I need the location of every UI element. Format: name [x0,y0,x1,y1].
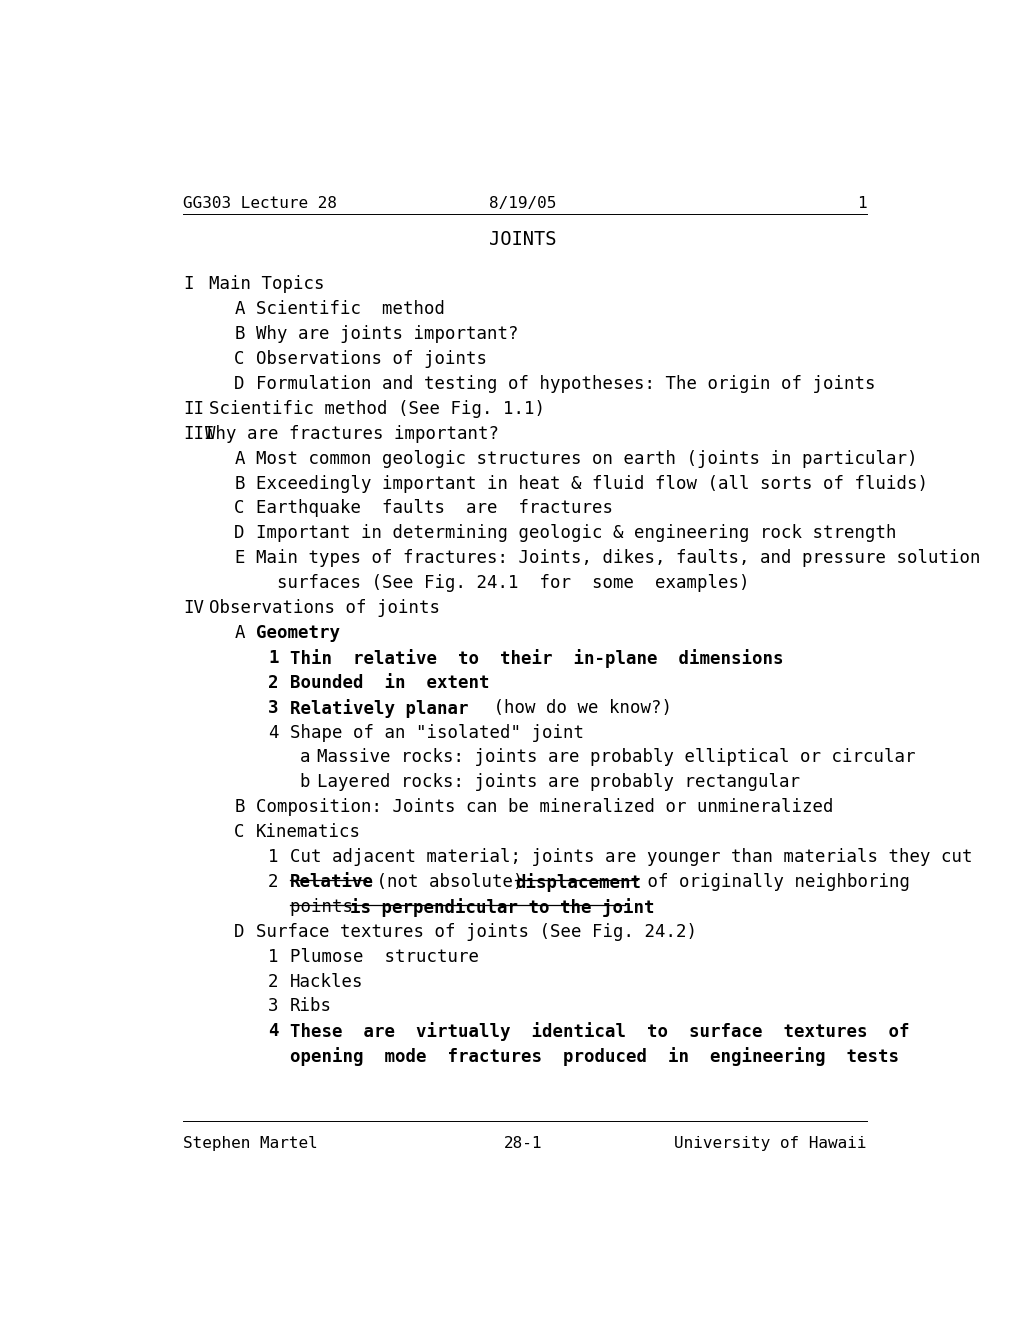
Text: B: B [234,799,245,816]
Text: (not absolute): (not absolute) [366,873,534,891]
Text: Why are joints important?: Why are joints important? [256,325,519,343]
Text: Bounded  in  extent: Bounded in extent [289,673,488,692]
Text: D: D [234,375,245,393]
Text: These  are  virtually  identical  to  surface  textures  of: These are virtually identical to surface… [289,1022,908,1041]
Text: JOINTS: JOINTS [488,230,556,248]
Text: of originally neighboring: of originally neighboring [637,873,910,891]
Text: surfaces (See Fig. 24.1  for  some  examples): surfaces (See Fig. 24.1 for some example… [276,574,749,593]
Text: D: D [234,923,245,941]
Text: Composition: Joints can be mineralized or unmineralized: Composition: Joints can be mineralized o… [256,799,834,816]
Text: D: D [234,524,245,543]
Text: is perpendicular to the joint: is perpendicular to the joint [351,898,654,917]
Text: Formulation and testing of hypotheses: The origin of joints: Formulation and testing of hypotheses: T… [256,375,875,393]
Text: Cut adjacent material; joints are younger than materials they cut: Cut adjacent material; joints are younge… [289,847,971,866]
Text: Kinematics: Kinematics [256,824,361,841]
Text: Thin  relative  to  their  in-plane  dimensions: Thin relative to their in-plane dimensio… [289,649,783,668]
Text: III: III [182,425,214,442]
Text: Observations of joints: Observations of joints [256,350,487,368]
Text: Massive rocks: joints are probably elliptical or circular: Massive rocks: joints are probably ellip… [317,748,915,767]
Text: 1: 1 [856,195,866,211]
Text: 28-1: 28-1 [503,1137,541,1151]
Text: Most common geologic structures on earth (joints in particular): Most common geologic structures on earth… [256,450,917,467]
Text: 2: 2 [268,873,278,891]
Text: 3: 3 [268,698,278,717]
Text: Hackles: Hackles [289,973,363,990]
Text: b: b [300,774,310,791]
Text: 2: 2 [268,973,278,990]
Text: 8/19/05: 8/19/05 [488,195,556,211]
Text: (how do we know?): (how do we know?) [483,698,672,717]
Text: displacement: displacement [515,873,640,892]
Text: B: B [234,474,245,492]
Text: Layered rocks: joints are probably rectangular: Layered rocks: joints are probably recta… [317,774,800,791]
Text: C: C [234,824,245,841]
Text: Relative: Relative [289,873,373,891]
Text: C: C [234,499,245,517]
Text: 4: 4 [268,1022,278,1040]
Text: Important in determining geologic & engineering rock strength: Important in determining geologic & engi… [256,524,896,543]
Text: Scientific method (See Fig. 1.1): Scientific method (See Fig. 1.1) [209,400,544,418]
Text: Surface textures of joints (See Fig. 24.2): Surface textures of joints (See Fig. 24.… [256,923,697,941]
Text: Scientific  method: Scientific method [256,300,445,318]
Text: A: A [234,450,245,467]
Text: C: C [234,350,245,368]
Text: University of Hawaii: University of Hawaii [674,1137,866,1151]
Text: Shape of an "isolated" joint: Shape of an "isolated" joint [289,723,583,742]
Text: opening  mode  fractures  produced  in  engineering  tests: opening mode fractures produced in engin… [289,1047,898,1067]
Text: A: A [234,300,245,318]
Text: points: points [289,898,363,916]
Text: GG303 Lecture 28: GG303 Lecture 28 [182,195,336,211]
Text: Relatively planar: Relatively planar [289,698,468,718]
Text: II: II [182,400,204,418]
Text: I: I [182,276,194,293]
Text: 1: 1 [268,847,278,866]
Text: Main Topics: Main Topics [209,276,324,293]
Text: Exceedingly important in heat & fluid flow (all sorts of fluids): Exceedingly important in heat & fluid fl… [256,474,927,492]
Text: Geometry: Geometry [256,624,340,642]
Text: IV: IV [182,599,204,616]
Text: Observations of joints: Observations of joints [209,599,439,616]
Text: 4: 4 [268,723,278,742]
Text: Earthquake  faults  are  fractures: Earthquake faults are fractures [256,499,612,517]
Text: 1: 1 [268,649,278,667]
Text: 1: 1 [268,948,278,966]
Text: Main types of fractures: Joints, dikes, faults, and pressure solution: Main types of fractures: Joints, dikes, … [256,549,980,568]
Text: 2: 2 [268,673,278,692]
Text: E: E [234,549,245,568]
Text: Ribs: Ribs [289,998,331,1015]
Text: Plumose  structure: Plumose structure [289,948,478,966]
Text: B: B [234,325,245,343]
Text: a: a [300,748,310,767]
Text: A: A [234,624,245,642]
Text: Why are fractures important?: Why are fractures important? [205,425,498,442]
Text: Stephen Martel: Stephen Martel [182,1137,317,1151]
Text: 3: 3 [268,998,278,1015]
